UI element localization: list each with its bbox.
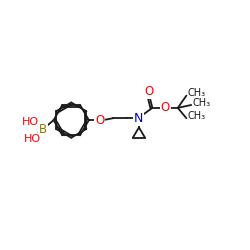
Text: CH₃: CH₃ <box>188 88 206 98</box>
Text: CH₃: CH₃ <box>188 111 206 121</box>
Text: O: O <box>95 114 104 126</box>
Text: B: B <box>38 123 47 136</box>
Text: HO: HO <box>24 134 41 144</box>
Text: HO: HO <box>22 116 39 126</box>
Text: CH₃: CH₃ <box>192 98 210 108</box>
Text: O: O <box>160 102 170 114</box>
Text: N: N <box>134 112 143 125</box>
Text: O: O <box>145 85 154 98</box>
